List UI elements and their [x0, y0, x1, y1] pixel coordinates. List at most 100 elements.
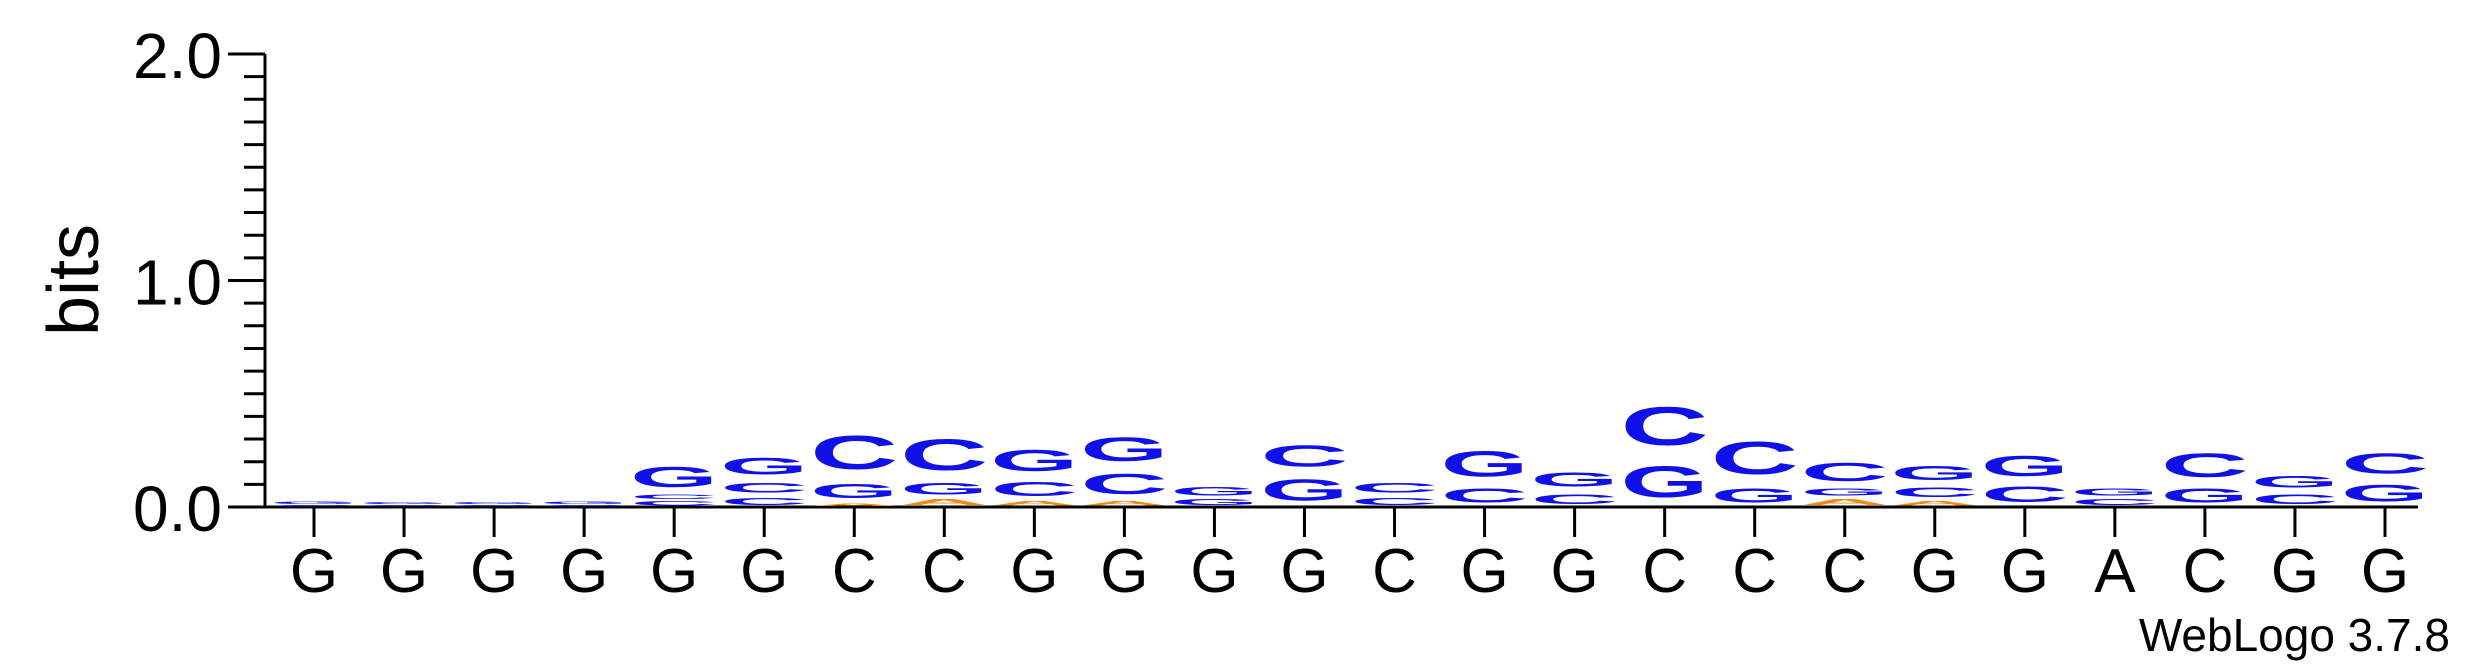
x-tick-label: A	[2094, 537, 2136, 606]
logo-letter: C	[630, 493, 718, 500]
x-tick-label: G	[380, 537, 428, 606]
x-tick-label: G	[560, 537, 608, 606]
logo-letter: C	[360, 505, 448, 507]
logo-letter: C	[900, 430, 988, 479]
logo-letter: C	[1350, 496, 1438, 507]
logo-letter: C	[1801, 457, 1889, 486]
x-tick-label: G	[1010, 537, 1058, 606]
y-tick-label: 0.0	[133, 473, 222, 545]
logo-stack: CG	[360, 501, 448, 507]
logo-stack: GC	[2161, 446, 2249, 507]
y-axis-label: bits	[34, 224, 114, 336]
logo-letter: A	[900, 498, 988, 507]
x-tick-label: C	[922, 537, 967, 606]
logo-stack: AGC	[900, 430, 988, 507]
x-tick-label: G	[2361, 537, 2409, 606]
x-tick-label: G	[2271, 537, 2319, 606]
logo-letter: C	[2341, 448, 2429, 480]
logo-letter: G	[2071, 487, 2159, 498]
x-tick-label: G	[1100, 537, 1148, 606]
logo-letter: G	[1891, 462, 1979, 485]
y-tick-label: 1.0	[133, 247, 222, 319]
logo-letter: G	[1711, 484, 1799, 507]
weblogo-version-label: WebLogo 3.7.8	[2139, 609, 2450, 661]
logo-letter: G	[720, 453, 808, 480]
logo-letter: A	[1891, 500, 1979, 507]
x-tick-label: C	[1732, 537, 1777, 606]
logo-letter: C	[1621, 396, 1709, 457]
logo-stack: CG	[270, 500, 358, 507]
logo-letter: C	[2161, 446, 2249, 484]
logo-stack: CG	[450, 501, 538, 507]
logo-letter: G	[2341, 480, 2429, 507]
y-ticks: 0.0 1.0 2.0	[133, 20, 265, 545]
logo-letter: G	[2251, 473, 2339, 491]
x-tick-label: G	[470, 537, 518, 606]
logo-stack: CG	[540, 500, 628, 507]
y-tick-label: 2.0	[133, 20, 222, 92]
logo-stack: ACG	[990, 443, 1078, 507]
logo-letter: G	[360, 501, 448, 504]
logo-letter: G	[540, 500, 628, 505]
logo-letter: C	[1350, 480, 1438, 496]
x-tick-label: G	[650, 537, 698, 606]
logo-letter: C	[720, 480, 808, 496]
logo-stack: CG	[1440, 443, 1528, 506]
logo-letter: G	[1080, 430, 1168, 469]
logo-stack: GC	[1711, 432, 1799, 507]
logo-letter: C	[990, 478, 1078, 501]
x-tick-label: G	[1190, 537, 1238, 606]
x-tick-label: G	[1460, 537, 1508, 606]
x-tick-label: G	[1911, 537, 1959, 606]
x-tick-label: C	[1642, 537, 1687, 606]
logo-letter: C	[1530, 491, 1618, 507]
logo-stack: CG	[2071, 487, 2159, 507]
logo-letter: G	[810, 480, 898, 503]
logo-letter: G	[1621, 457, 1709, 507]
logo-stack: GC	[2341, 448, 2429, 507]
logo-letter: G	[1981, 450, 2069, 482]
logo-letter: C	[2251, 491, 2339, 507]
x-tick-label: G	[1550, 537, 1598, 606]
logo-letter: G	[1170, 484, 1258, 498]
logo-letter: G	[630, 461, 718, 493]
logo-letter: A	[990, 500, 1078, 507]
logo-letter: G	[990, 443, 1078, 477]
logo-letter: C	[1891, 484, 1979, 500]
logo-letter: C	[1260, 439, 1348, 473]
x-tick-label: C	[2183, 537, 2228, 606]
logo-letter: G	[450, 501, 538, 504]
logo-stack: ACG	[1891, 462, 1979, 507]
logo-stack: GG	[1170, 484, 1258, 507]
logo-stack: CG	[2251, 473, 2339, 507]
x-tick-label: G	[290, 537, 338, 606]
x-tick-label: G	[740, 537, 788, 606]
logo-letter: G	[1440, 443, 1528, 484]
x-tick-label: C	[1372, 537, 1417, 606]
logo-letter: G	[1801, 487, 1889, 498]
logo-stack: CG	[1530, 469, 1618, 507]
x-tick-label: C	[832, 537, 877, 606]
logo-stack: AGC	[1801, 457, 1889, 507]
logo-stack: AGC	[810, 425, 898, 507]
logo-letter: C	[630, 500, 718, 507]
logo-letter: A	[1801, 498, 1889, 507]
logo-letter: G	[1530, 469, 1618, 492]
y-axis: 0.0 1.0 2.0	[133, 20, 267, 545]
logo-letter: C	[270, 505, 358, 507]
logo-letter: A	[1080, 500, 1168, 507]
logo-letter: C	[810, 425, 898, 479]
logo-stack: CC	[1350, 480, 1438, 507]
x-tick-label: C	[1822, 537, 1867, 606]
logo-letter: G	[1260, 473, 1348, 507]
logo-letter: C	[1080, 468, 1168, 500]
logo-letter: C	[2071, 498, 2159, 507]
logo-letter: C	[450, 505, 538, 507]
logo-letter: G	[2161, 484, 2249, 507]
logo-stack: CCG	[630, 461, 718, 507]
logo-letter: C	[1981, 482, 2069, 507]
logo-letter: G	[900, 480, 988, 498]
